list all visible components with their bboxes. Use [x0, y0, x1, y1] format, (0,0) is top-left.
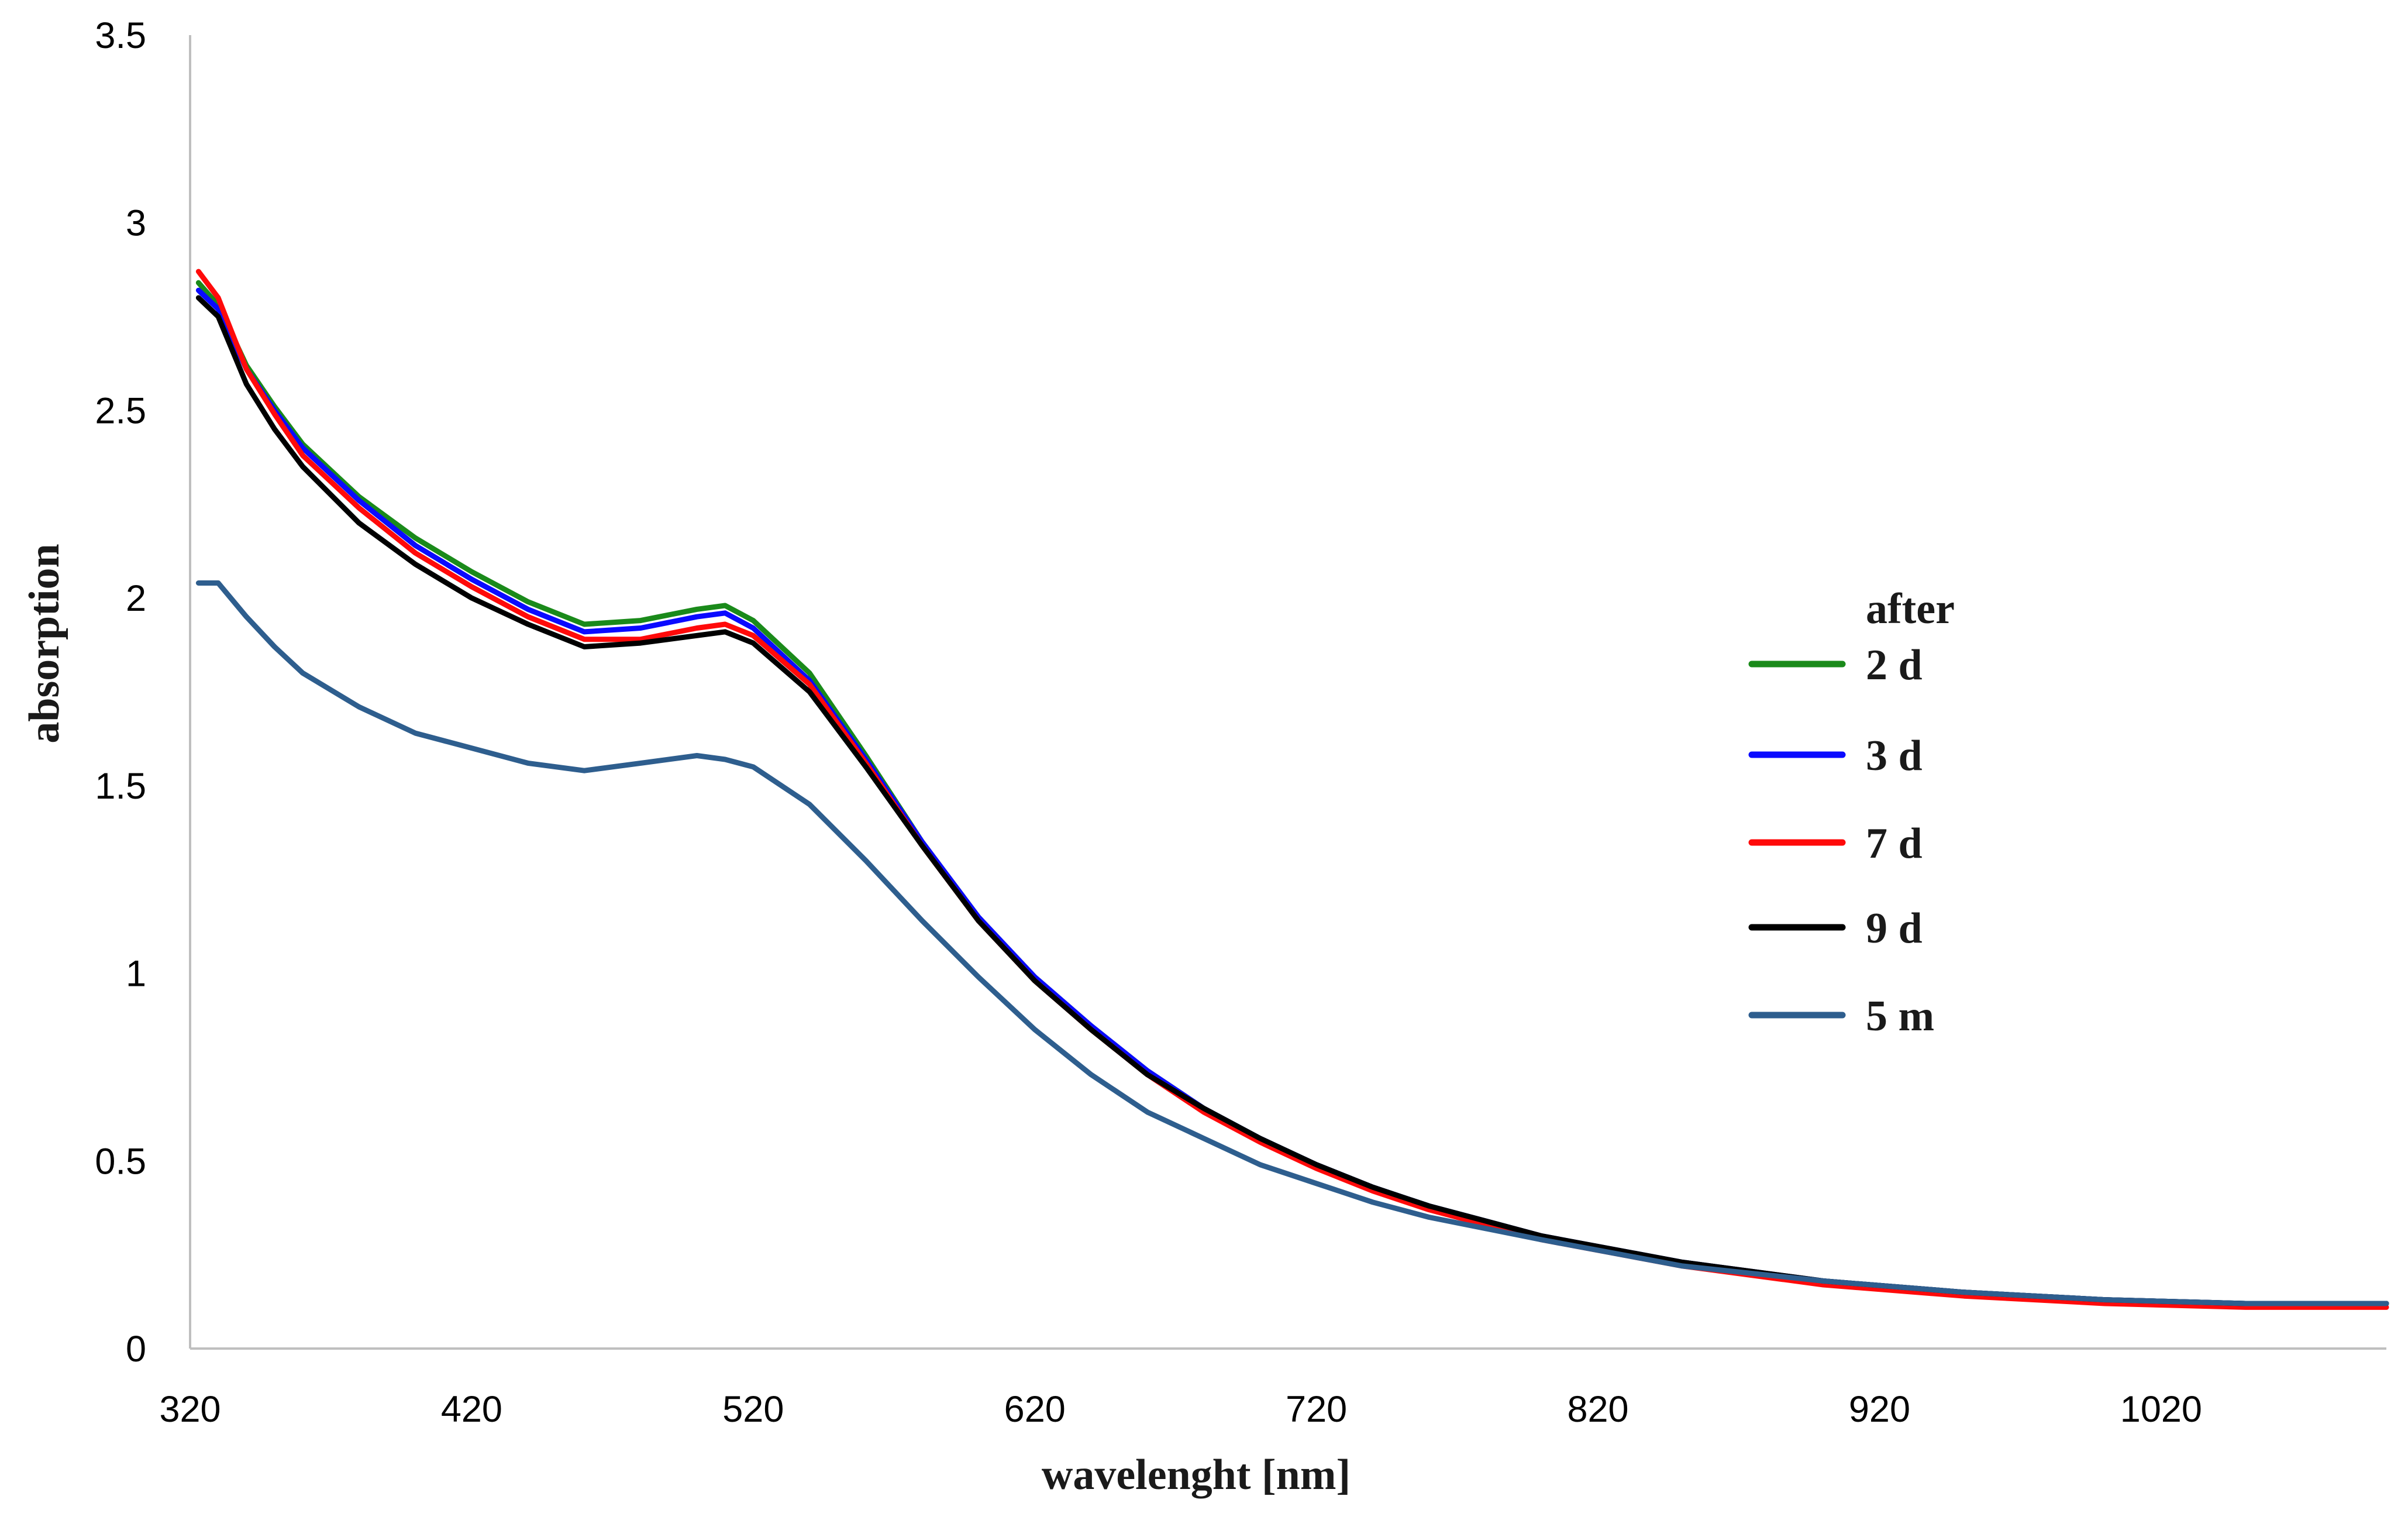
series-line-9d: [195, 295, 2389, 1306]
y-tick-label: 0.5: [95, 1141, 146, 1182]
legend: after 2 d 3 d 7 d 9 d 5 m: [1748, 585, 1955, 1040]
legend-title: after: [1866, 585, 1955, 633]
series-line-5m: [195, 580, 2389, 1306]
x-tick-label: 520: [722, 1389, 784, 1430]
y-tick-labels: 0 0.5 1 1.5 2 2.5 3 3.5: [95, 15, 146, 1370]
x-tick-label: 320: [159, 1389, 221, 1430]
series-lines: [195, 269, 2389, 1310]
x-tick-label: 1020: [2120, 1389, 2202, 1430]
y-tick-label: 1: [126, 954, 146, 995]
legend-label: 2 d: [1866, 641, 1923, 689]
legend-label: 3 d: [1866, 732, 1923, 780]
x-tick-label: 720: [1286, 1389, 1347, 1430]
y-tick-label: 2.5: [95, 390, 146, 431]
x-axis-title: wavelenght [nm]: [1042, 1451, 1351, 1499]
x-tick-label: 620: [1004, 1389, 1066, 1430]
y-tick-label: 0: [126, 1329, 146, 1370]
y-axis-title: absorption: [20, 544, 68, 743]
series-line-2d: [195, 280, 2389, 1306]
x-tick-labels: 320 420 520 620 720 820 920 1020: [159, 1389, 2202, 1430]
y-tick-label: 2: [126, 578, 146, 619]
x-tick-label: 920: [1849, 1389, 1910, 1430]
y-tick-label: 3.5: [95, 15, 146, 56]
legend-label: 9 d: [1866, 904, 1923, 952]
axes: [189, 35, 2386, 1350]
y-tick-label: 1.5: [95, 766, 146, 807]
legend-label: 7 d: [1866, 820, 1923, 868]
legend-label: 5 m: [1866, 992, 1934, 1040]
x-tick-label: 820: [1567, 1389, 1628, 1430]
x-tick-label: 420: [441, 1389, 502, 1430]
y-tick-label: 3: [126, 203, 146, 244]
